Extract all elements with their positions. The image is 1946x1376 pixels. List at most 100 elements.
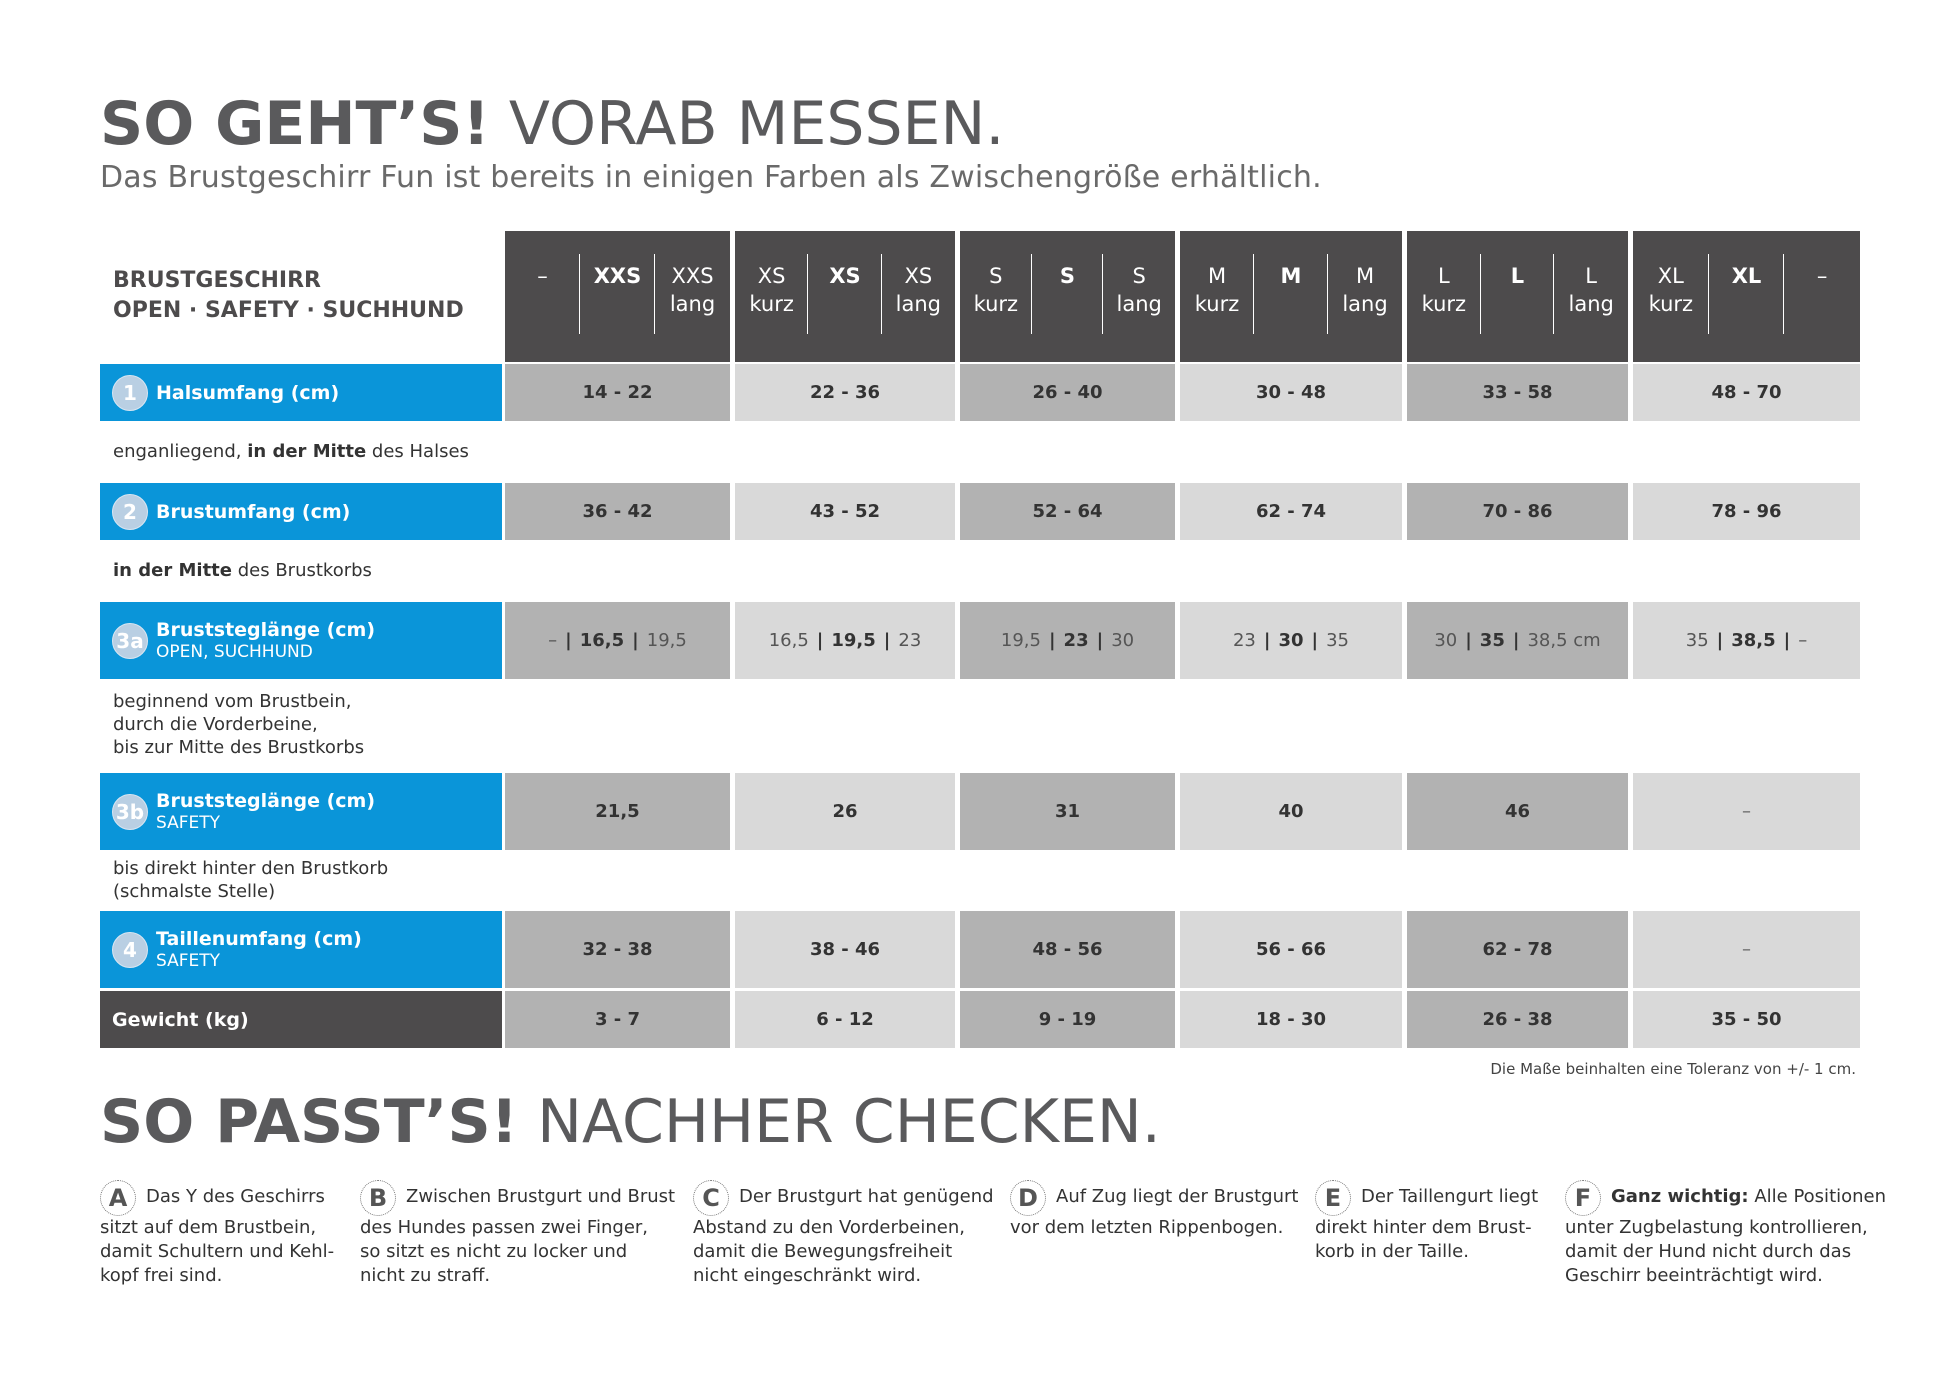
value-cell: 62 - 78 <box>1407 911 1628 988</box>
row-number-badge: 2 <box>112 493 148 530</box>
check-letter-badge: E <box>1315 1180 1351 1216</box>
size-header-name: XXS <box>671 264 714 288</box>
value-cell: 56 - 66 <box>1180 911 1402 988</box>
check-line: Abstand zu den Vorderbeinen, <box>693 1217 965 1238</box>
size-header-name: S <box>989 264 1003 288</box>
value-short: 16,5 <box>768 630 809 651</box>
value-cell: 9 - 19 <box>960 991 1175 1048</box>
check-line: Geschirr beeinträchtigt wird. <box>1565 1265 1823 1286</box>
size-header-variant: kurz <box>1421 292 1467 316</box>
size-header: – <box>1784 262 1860 290</box>
check-text: Alle Positionen <box>1748 1186 1887 1207</box>
value-main: 30 <box>1278 630 1304 651</box>
check-item: A Das Y des Geschirrs sitzt auf dem Brustb… <box>100 1180 334 1288</box>
check-text: Das Y des Geschirrs <box>146 1186 325 1207</box>
value-short: – <box>548 630 558 651</box>
value-cell: 52 - 64 <box>960 483 1175 540</box>
size-header-name: – <box>537 264 548 288</box>
value-cell: 26 <box>735 773 955 850</box>
value-separator: | <box>632 630 639 651</box>
row-label-text: Bruststeglänge (cm) OPEN, SUCHHUND <box>156 619 375 663</box>
value-long: – <box>1798 630 1808 651</box>
check-text: Der Taillengurt liegt <box>1361 1186 1539 1207</box>
size-header: XL kurz <box>1633 262 1709 318</box>
value-cell: 35 - 50 <box>1633 991 1860 1048</box>
check-line: des Hundes passen zwei Finger, <box>360 1217 649 1238</box>
size-header-name: S <box>1059 264 1076 288</box>
check-line: direkt hinter dem Brust- <box>1315 1217 1532 1238</box>
header-divider <box>1707 254 1709 334</box>
value-separator: | <box>1783 630 1791 651</box>
size-header-variant: lang <box>669 292 716 316</box>
check-item: C Der Brustgurt hat genügend Abstand zu de… <box>693 1180 994 1288</box>
row-description-part: bis direkt hinter den Brustkorb <box>113 858 389 879</box>
check-text: Auf Zug liegt der Brustgurt <box>1056 1186 1299 1207</box>
check-line: korb in der Taille. <box>1315 1241 1469 1262</box>
size-header-variant: lang <box>1342 292 1388 316</box>
size-header-name: L <box>1585 264 1597 288</box>
value-cell: 3 - 7 <box>505 991 730 1048</box>
check-line: damit die Bewegungsfreiheit <box>693 1241 953 1262</box>
row-number-badge: 1 <box>112 374 148 411</box>
value-long: 35 <box>1326 630 1350 651</box>
row-label-sub: SAFETY <box>156 950 221 971</box>
size-header-group <box>1407 231 1628 362</box>
value-cell: 32 - 38 <box>505 911 730 988</box>
check-item: D Auf Zug liegt der Brustgurt vor dem letz… <box>1010 1180 1298 1240</box>
size-header: M <box>1254 262 1328 290</box>
row-label-steg_a: 3a Bruststeglänge (cm) OPEN, SUCHHUND <box>100 602 502 679</box>
value-cell: 19,5 | 23 | 30 <box>960 602 1175 679</box>
size-header-variant: kurz <box>1648 292 1694 316</box>
check-emphasis: Ganz wichtig: <box>1611 1186 1749 1207</box>
row-number-badge: 3b <box>112 793 148 830</box>
value-cell: 6 - 12 <box>735 991 955 1048</box>
size-header-variant: kurz <box>1194 292 1240 316</box>
value-separator: | <box>1716 630 1724 651</box>
value-cell: 48 - 56 <box>960 911 1175 988</box>
value-cell: 30 - 48 <box>1180 364 1402 421</box>
size-header-name: M <box>1280 264 1302 288</box>
row-description-part: beginnend vom Brustbein, <box>113 691 352 712</box>
check-letter-badge: D <box>1010 1180 1046 1216</box>
size-header: S <box>1032 262 1104 290</box>
row-label-sub: OPEN, SUCHHUND <box>156 641 313 662</box>
header-divider <box>1553 254 1555 334</box>
row-description-part: (schmalste Stelle) <box>113 881 276 902</box>
size-header-variant: lang <box>1568 292 1614 316</box>
header-divider <box>1102 254 1104 334</box>
row-label-text: Taillenumfang (cm) SAFETY <box>156 928 362 972</box>
check-line: sitzt auf dem Brustbein, <box>100 1217 317 1238</box>
value-main: 23 <box>1063 630 1089 651</box>
value-short: 35 <box>1685 630 1709 651</box>
value-cell: 16,5 | 19,5 | 23 <box>735 602 955 679</box>
row-label-waist: 4 Taillenumfang (cm) SAFETY <box>100 911 502 988</box>
size-header-variant: kurz <box>973 292 1019 316</box>
value-separator: | <box>565 630 572 651</box>
header-divider <box>880 254 882 334</box>
header-divider <box>1479 254 1481 334</box>
row-description: in der Mitte des Brustkorbs <box>113 559 372 582</box>
check-line: B Zwischen Brustgurt und Brust <box>360 1180 675 1216</box>
value-cell: 48 - 70 <box>1633 364 1860 421</box>
header-divider <box>579 254 580 334</box>
check-line: damit Schultern und Kehl- <box>100 1241 335 1262</box>
size-header-name: L <box>1510 264 1525 288</box>
value-main: 38,5 <box>1731 630 1776 651</box>
size-header-name: L <box>1437 264 1450 288</box>
table-header-label: BRUSTGESCHIRR OPEN · SAFETY · SUCHHUND <box>113 268 464 323</box>
value-cell: 21,5 <box>505 773 730 850</box>
row-label-chest: 2 Brustumfang (cm) <box>100 483 502 540</box>
row-number-badge: 3a <box>112 622 148 659</box>
value-cell: 30 | 35 | 38,5 cm <box>1407 602 1628 679</box>
value-long: 19,5 <box>646 630 687 651</box>
check-text: Zwischen Brustgurt und Brust <box>406 1186 676 1207</box>
size-header-variant: lang <box>895 292 941 316</box>
row-label-text: Brustumfang (cm) <box>156 501 350 523</box>
row-label-steg_b: 3b Bruststeglänge (cm) SAFETY <box>100 773 502 850</box>
row-label-neck: 1 Halsumfang (cm) <box>100 364 502 421</box>
row-description-part: in der Mitte <box>113 560 232 581</box>
size-header-variant: kurz <box>749 292 794 316</box>
size-header-group <box>1180 231 1402 362</box>
